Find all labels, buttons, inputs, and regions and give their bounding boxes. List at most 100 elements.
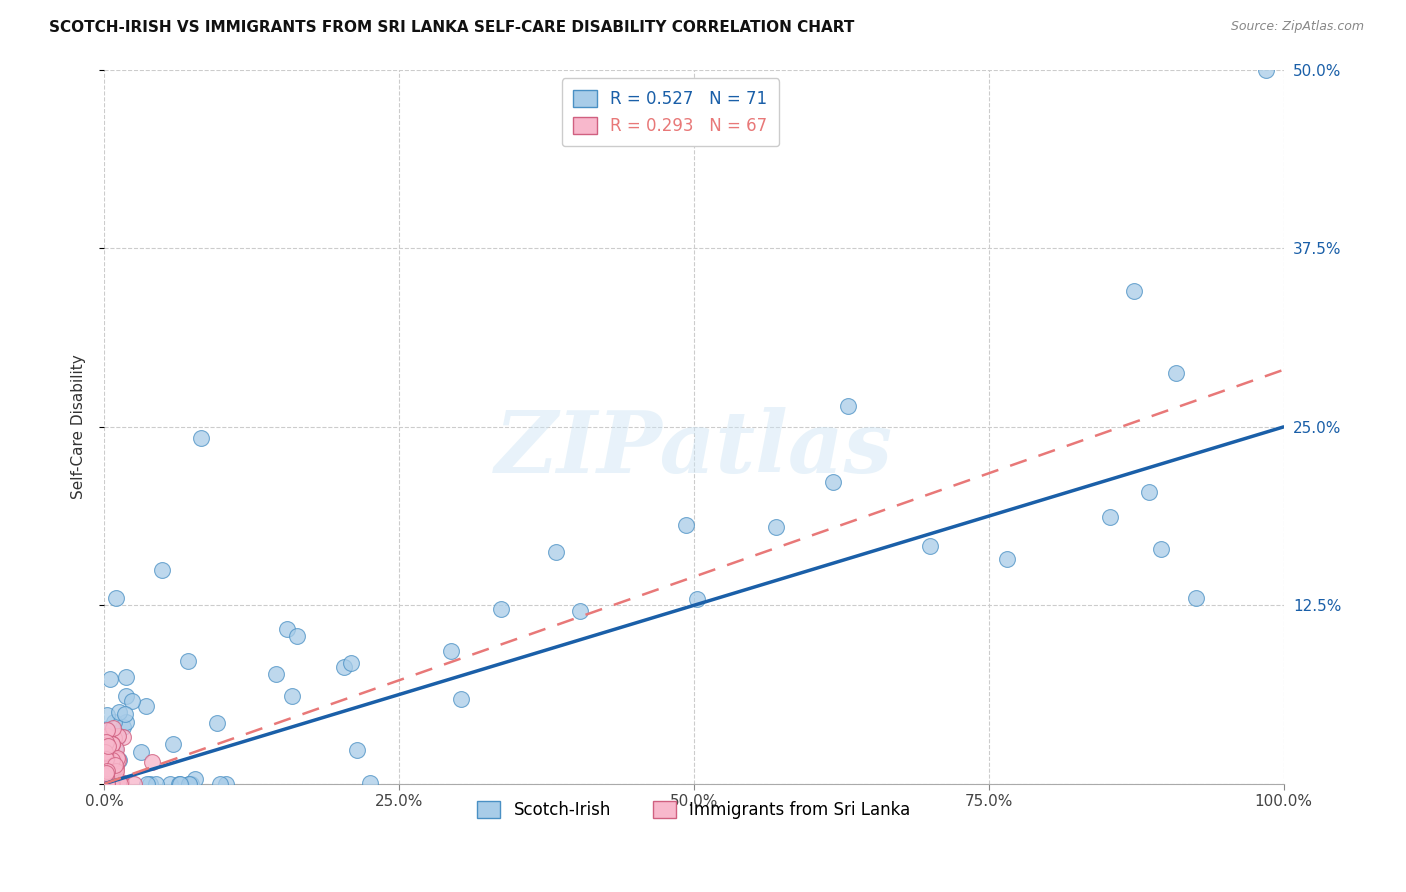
Text: SCOTCH-IRISH VS IMMIGRANTS FROM SRI LANKA SELF-CARE DISABILITY CORRELATION CHART: SCOTCH-IRISH VS IMMIGRANTS FROM SRI LANK… bbox=[49, 20, 855, 35]
Point bbox=[285, 629, 308, 643]
Point bbox=[114, 706, 136, 721]
Point bbox=[686, 592, 709, 607]
Point bbox=[139, 777, 162, 791]
Point bbox=[169, 777, 191, 791]
Point bbox=[115, 715, 138, 730]
Point bbox=[105, 759, 128, 773]
Point bbox=[96, 766, 118, 780]
Point bbox=[115, 670, 138, 684]
Point bbox=[177, 777, 200, 791]
Point bbox=[98, 777, 121, 791]
Point bbox=[94, 777, 117, 791]
Point bbox=[94, 770, 117, 784]
Point bbox=[94, 764, 117, 778]
Point bbox=[837, 399, 859, 413]
Point bbox=[97, 739, 120, 754]
Point bbox=[104, 742, 127, 756]
Point bbox=[96, 775, 118, 789]
Point bbox=[121, 694, 143, 708]
Point bbox=[94, 774, 117, 789]
Point bbox=[1185, 591, 1208, 606]
Point bbox=[131, 745, 153, 759]
Point bbox=[141, 756, 163, 770]
Point bbox=[108, 777, 131, 791]
Point bbox=[111, 730, 134, 744]
Point bbox=[995, 551, 1018, 566]
Point bbox=[180, 777, 202, 791]
Point bbox=[94, 744, 117, 758]
Point bbox=[450, 691, 472, 706]
Point bbox=[333, 659, 356, 673]
Point bbox=[105, 764, 128, 778]
Point bbox=[918, 539, 941, 553]
Point bbox=[208, 777, 231, 791]
Point bbox=[94, 749, 117, 764]
Point bbox=[103, 714, 125, 729]
Point bbox=[101, 761, 124, 775]
Point bbox=[215, 777, 238, 791]
Point bbox=[101, 770, 124, 784]
Point bbox=[103, 731, 125, 746]
Point bbox=[1123, 284, 1146, 298]
Point bbox=[179, 777, 201, 791]
Point bbox=[94, 769, 117, 783]
Point bbox=[264, 666, 287, 681]
Point bbox=[101, 721, 124, 735]
Text: ZIPatlas: ZIPatlas bbox=[495, 407, 893, 490]
Point bbox=[105, 751, 128, 765]
Point bbox=[150, 563, 173, 577]
Point bbox=[101, 753, 124, 767]
Point bbox=[134, 698, 156, 713]
Point bbox=[105, 777, 128, 791]
Point bbox=[111, 720, 134, 734]
Point bbox=[346, 743, 368, 757]
Point bbox=[98, 776, 121, 790]
Point bbox=[190, 431, 212, 445]
Point bbox=[1137, 484, 1160, 499]
Point bbox=[1164, 366, 1187, 380]
Point bbox=[94, 758, 117, 772]
Point bbox=[569, 604, 592, 618]
Point bbox=[145, 777, 167, 791]
Point bbox=[489, 602, 512, 616]
Point bbox=[96, 739, 118, 753]
Point bbox=[103, 756, 125, 770]
Point bbox=[94, 777, 117, 791]
Point bbox=[159, 777, 181, 791]
Point bbox=[276, 622, 298, 636]
Point bbox=[96, 769, 118, 783]
Point bbox=[94, 772, 117, 787]
Point bbox=[359, 776, 381, 790]
Point bbox=[98, 777, 121, 791]
Point bbox=[94, 734, 117, 748]
Point bbox=[97, 748, 120, 763]
Point bbox=[98, 777, 121, 791]
Point bbox=[97, 777, 120, 791]
Point bbox=[1098, 510, 1121, 524]
Point bbox=[94, 744, 117, 758]
Point bbox=[110, 777, 132, 791]
Point bbox=[100, 737, 122, 751]
Point bbox=[167, 777, 190, 791]
Point bbox=[96, 729, 118, 743]
Point bbox=[1254, 63, 1277, 78]
Point bbox=[107, 753, 129, 767]
Point bbox=[114, 689, 136, 703]
Point bbox=[96, 758, 118, 772]
Point bbox=[96, 742, 118, 756]
Point bbox=[96, 764, 118, 778]
Point bbox=[96, 767, 118, 781]
Point bbox=[281, 689, 304, 703]
Point bbox=[96, 707, 118, 722]
Point bbox=[162, 737, 184, 751]
Point bbox=[94, 745, 117, 759]
Point bbox=[135, 777, 157, 791]
Legend: Scotch-Irish, Immigrants from Sri Lanka: Scotch-Irish, Immigrants from Sri Lanka bbox=[471, 794, 917, 825]
Point bbox=[93, 777, 115, 791]
Point bbox=[97, 777, 120, 791]
Y-axis label: Self-Care Disability: Self-Care Disability bbox=[72, 354, 86, 500]
Point bbox=[205, 716, 228, 731]
Point bbox=[100, 737, 122, 751]
Point bbox=[110, 775, 132, 789]
Point bbox=[100, 745, 122, 759]
